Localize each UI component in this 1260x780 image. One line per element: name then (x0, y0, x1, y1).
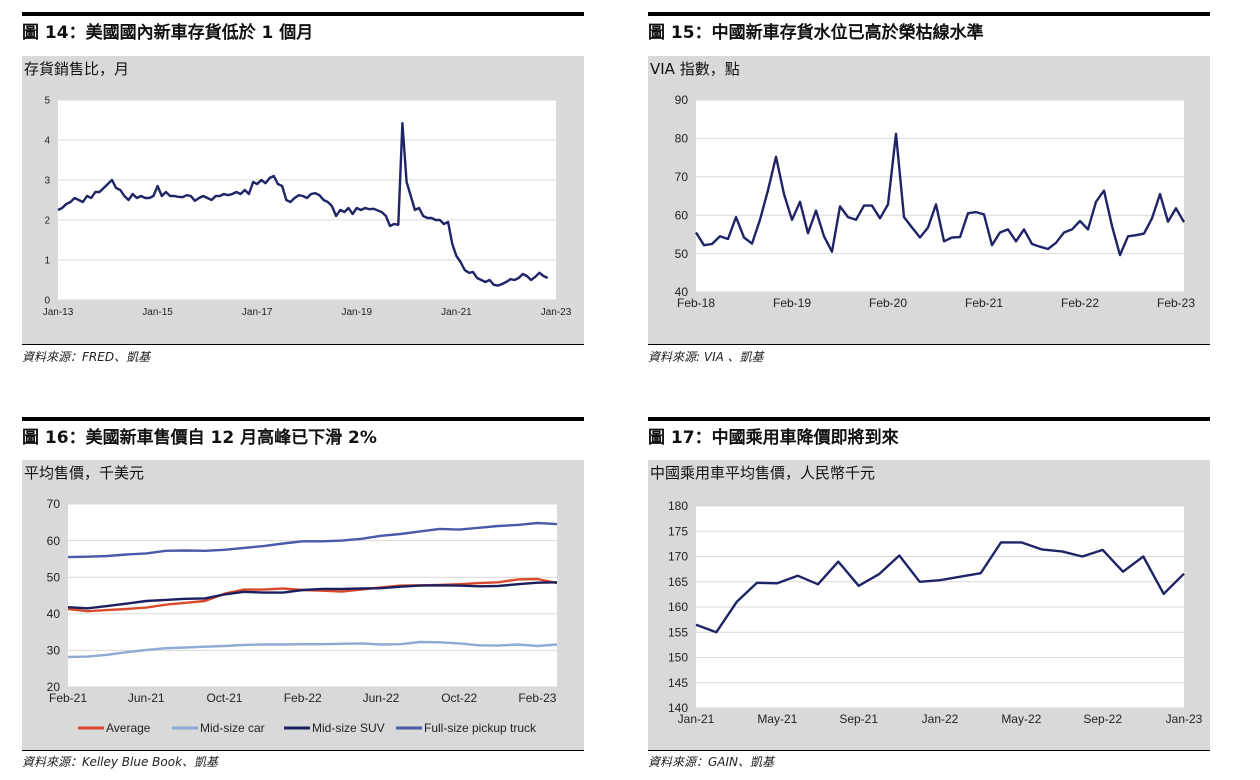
chart-subtitle: 平均售價，千美元 (24, 464, 145, 482)
chart-fig17: 140 145 150 155 160 165 170 175 180 Jan-21 May-21 S… (668, 499, 1203, 726)
x-tick-label: Jan-23 (1166, 712, 1203, 726)
source-note: 資料來源：GAIN、凱基 (648, 755, 775, 769)
series-line-mid-size-car (67, 640, 558, 659)
x-tick-label: Sep-22 (1083, 712, 1122, 726)
y-tick-label: 140 (668, 701, 688, 715)
y-tick-label: 40 (675, 285, 689, 299)
panel-fig14: 圖 14：美國國內新車存貨低於 1 個月 (22, 12, 584, 48)
x-tick-label: Jun-22 (363, 691, 400, 705)
x-tick-label: Jan-21 (678, 712, 715, 726)
y-tick-label: 2 (44, 216, 50, 227)
legend-label: Mid-size car (200, 721, 265, 735)
series-line-mid-size-suv (67, 581, 558, 610)
x-tick-label: Feb-18 (677, 296, 715, 310)
x-tick-label: Jan-17 (242, 307, 273, 318)
panel-title: 圖 15：中國新車存貨水位已高於榮枯線水準 (648, 12, 1210, 48)
chart-fig15: 40 50 60 70 80 90 Feb-18 Feb-19 Feb-20 Feb-21 Feb-… (675, 93, 1196, 310)
chart-box-fig17: 中國乘用車平均售價，人民幣千元 140 145 150 155 160 165 170 175… (648, 460, 1210, 751)
x-tick-label: Feb-22 (1061, 296, 1099, 310)
x-tick-label: Feb-23 (518, 691, 556, 705)
series-line-0 (694, 132, 1186, 257)
chart-box-fig15: VIA 指數，點 40 50 60 70 80 90 Feb-18 Feb-19 Feb-20 F… (648, 56, 1210, 345)
y-tick-label: 60 (675, 208, 689, 222)
x-tick-label: Feb-23 (1157, 296, 1195, 310)
panel-fig17: 圖 17：中國乘用車降價即將到來 (648, 417, 1210, 453)
y-tick-label: 90 (675, 93, 689, 107)
chart-fig14: 0 1 2 3 4 5 Jan-13 Jan-15 Jan-17 Jan-19 Jan-21 Jan-… (43, 96, 572, 319)
y-tick-label: 4 (44, 136, 50, 147)
x-tick-label: Jan-23 (541, 307, 572, 318)
legend-item: Average (78, 721, 151, 735)
x-tick-label: Feb-22 (284, 691, 322, 705)
y-tick-label: 165 (668, 575, 688, 589)
legend-label: Mid-size SUV (312, 721, 385, 735)
panel-title: 圖 17：中國乘用車降價即將到來 (648, 417, 1210, 453)
y-tick-label: 145 (668, 676, 688, 690)
chart-subtitle: 存貨銷售比，月 (24, 60, 130, 78)
source-note: 資料來源: VIA 、凱基 (648, 350, 764, 364)
y-tick-label: 160 (668, 600, 688, 614)
x-tick-label: Jan-13 (43, 307, 74, 318)
chart-box-fig16: 平均售價，千美元 20 30 40 50 60 70 Feb-21 Jun-21 Oct-21 F… (22, 460, 584, 751)
y-tick-label: 155 (668, 625, 688, 639)
x-tick-label: Jan-21 (441, 307, 472, 318)
y-tick-label: 3 (44, 176, 50, 187)
source-note: 資料來源：FRED、凱基 (22, 350, 151, 364)
y-tick-label: 150 (668, 651, 688, 665)
y-tick-label: 70 (47, 497, 61, 511)
x-tick-label: Jan-15 (142, 307, 173, 318)
legend-label: Full-size pickup truck (424, 721, 537, 735)
y-tick-label: 30 (47, 644, 61, 658)
y-tick-label: 0 (44, 296, 50, 307)
series-line-full-size-pickup-truck (67, 521, 558, 559)
x-tick-label: Feb-19 (773, 296, 811, 310)
chart-subtitle: VIA 指數，點 (650, 60, 740, 78)
series-line-0 (695, 541, 1185, 634)
x-tick-label: Sep-21 (839, 712, 878, 726)
panel-title: 圖 14：美國國內新車存貨低於 1 個月 (22, 12, 584, 48)
plot-area (58, 100, 556, 300)
legend-item: Mid-size SUV (284, 721, 385, 735)
legend-label: Average (106, 721, 151, 735)
x-tick-label: Jun-21 (128, 691, 165, 705)
y-tick-label: 40 (47, 607, 61, 621)
panel-fig15: 圖 15：中國新車存貨水位已高於榮枯線水準 (648, 12, 1210, 48)
x-tick-label: Feb-20 (869, 296, 907, 310)
chart-subtitle: 中國乘用車平均售價，人民幣千元 (650, 464, 876, 482)
x-tick-label: Jan-19 (342, 307, 373, 318)
chart-box-fig14: 存貨銷售比，月 0 1 2 3 4 5 Jan-13 Jan-15 Jan-17 Jan-19 Ja… (22, 56, 584, 345)
legend-item: Full-size pickup truck (396, 721, 537, 735)
y-tick-label: 1 (44, 256, 50, 267)
y-tick-label: 20 (47, 680, 61, 694)
chart-fig16: 20 30 40 50 60 70 Feb-21 Jun-21 Oct-21 Feb-22 Jun-… (47, 497, 558, 735)
legend-item: Mid-size car (172, 721, 265, 735)
y-tick-label: 170 (668, 550, 688, 564)
x-tick-label: May-22 (1001, 712, 1041, 726)
y-tick-label: 5 (44, 96, 50, 107)
plot-area (68, 504, 557, 687)
y-tick-label: 80 (675, 132, 689, 146)
y-tick-label: 70 (675, 170, 689, 184)
panel-title: 圖 16：美國新車售價自 12 月高峰已下滑 2% (22, 417, 584, 453)
panel-fig16: 圖 16：美國新車售價自 12 月高峰已下滑 2% (22, 417, 584, 453)
plot-area (696, 100, 1184, 292)
y-tick-label: 50 (675, 247, 689, 261)
x-tick-label: Oct-22 (441, 691, 477, 705)
x-tick-label: Jan-22 (922, 712, 959, 726)
y-tick-label: 175 (668, 524, 688, 538)
y-tick-label: 180 (668, 499, 688, 513)
x-tick-label: Oct-21 (206, 691, 242, 705)
series-line-0 (57, 121, 549, 287)
y-tick-label: 60 (47, 534, 61, 548)
x-tick-label: Feb-21 (49, 691, 87, 705)
x-tick-label: Feb-21 (965, 296, 1003, 310)
source-note: 資料來源：Kelley Blue Book、凱基 (22, 755, 219, 769)
x-tick-label: May-21 (757, 712, 797, 726)
y-tick-label: 50 (47, 570, 61, 584)
